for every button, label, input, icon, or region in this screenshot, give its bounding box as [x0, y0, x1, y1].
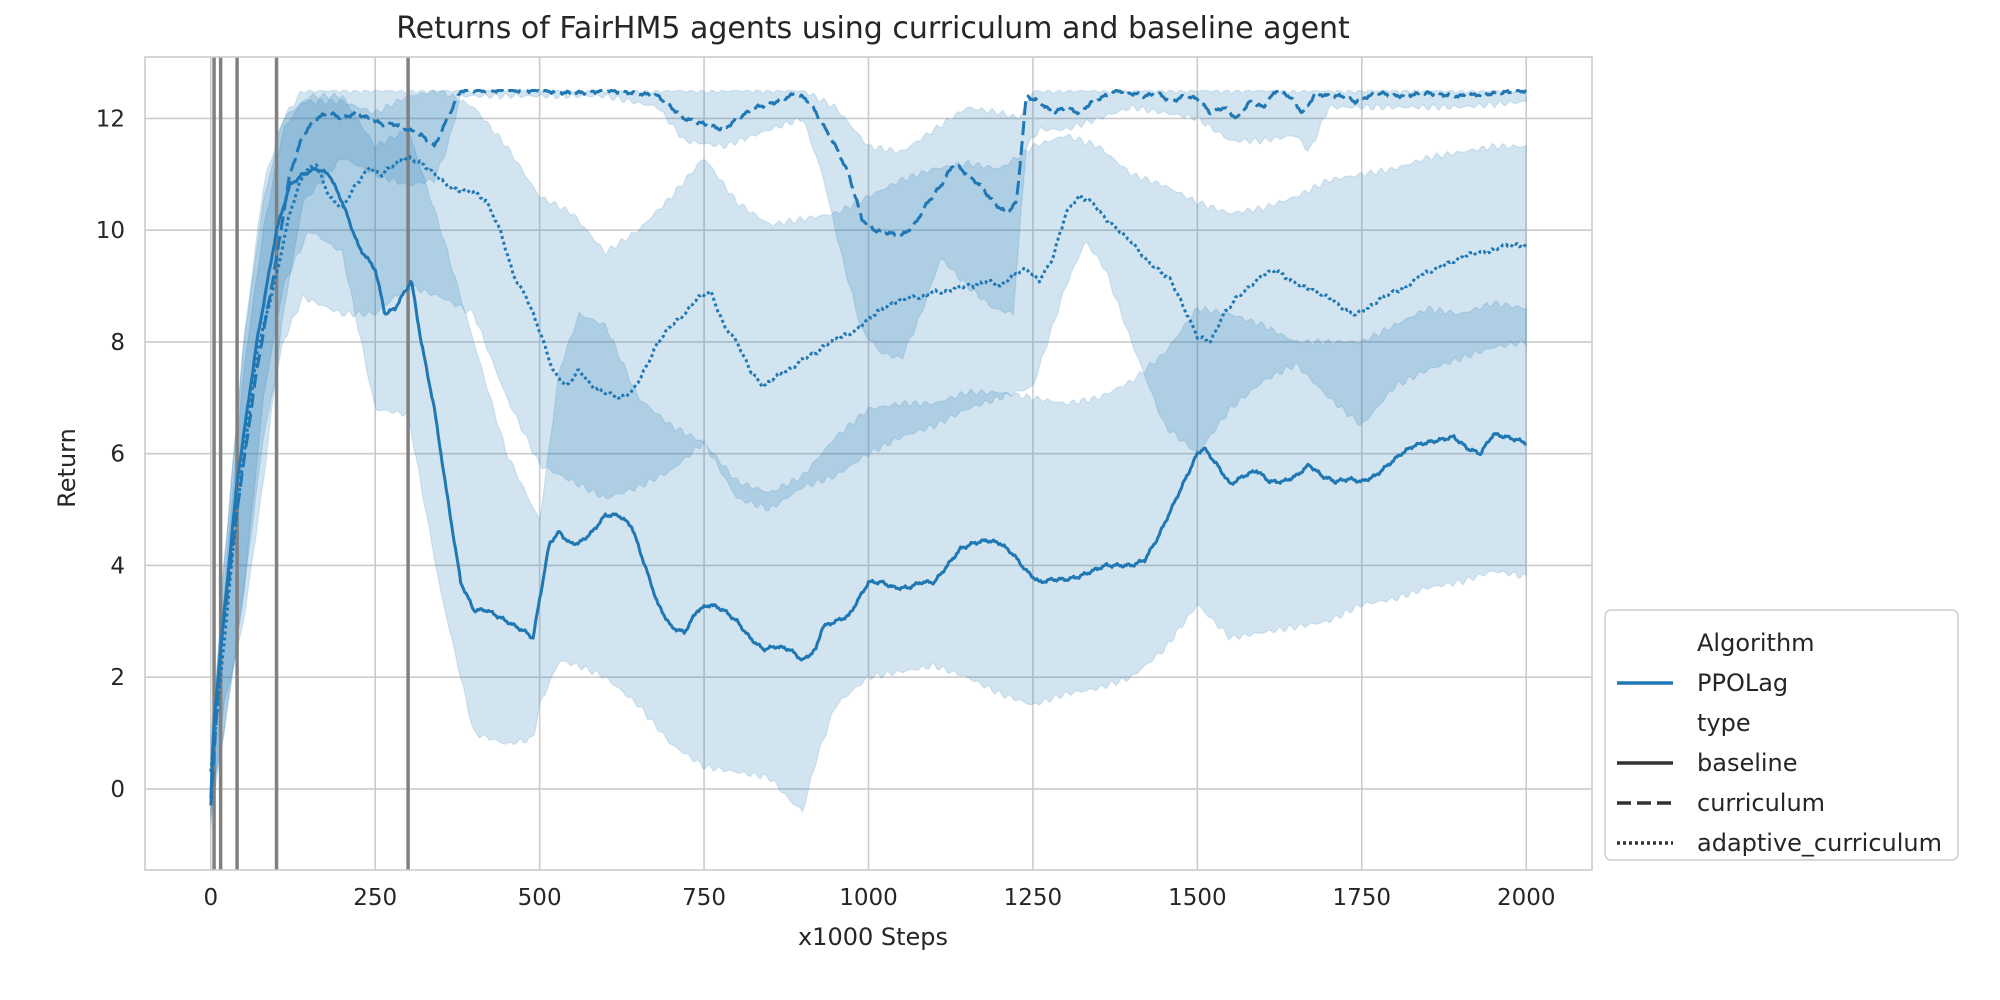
x-tick-label: 0 — [203, 885, 218, 911]
y-tick-label: 0 — [110, 777, 125, 803]
x-tick-label: 500 — [518, 885, 562, 911]
y-axis-label: Return — [53, 428, 81, 508]
confidence-bands — [210, 89, 1527, 826]
x-tick-label: 750 — [682, 885, 726, 911]
x-tick-label: 1500 — [1168, 885, 1227, 911]
legend-title: type — [1697, 709, 1751, 737]
y-tick-label: 12 — [96, 106, 125, 132]
legend-entry-label: baseline — [1697, 749, 1798, 777]
band-baseline — [210, 91, 1527, 818]
legend-box — [1604, 609, 1959, 861]
y-tick-label: 8 — [110, 330, 125, 356]
line-adaptive_curriculum — [209, 154, 1528, 772]
band-curriculum — [210, 89, 1527, 826]
x-axis-label: x1000 Steps — [798, 923, 948, 951]
x-tick-label: 1000 — [839, 885, 898, 911]
x-tick-label: 250 — [353, 885, 397, 911]
x-tick-label: 2000 — [1497, 885, 1556, 911]
y-tick-label: 6 — [110, 442, 125, 468]
x-tick-label: 1750 — [1333, 885, 1392, 911]
legend-entry-label: PPOLag — [1697, 669, 1788, 697]
y-tick-label: 10 — [96, 218, 125, 244]
band-adaptive_curriculum — [210, 89, 1527, 801]
plot-frame — [144, 56, 1593, 871]
legend: Algorithm PPOLag type baseline curriculum ada… — [1604, 609, 1959, 861]
legend-title: Algorithm — [1697, 629, 1815, 657]
x-tick-label: 1250 — [1004, 885, 1063, 911]
legend-entry-label: curriculum — [1697, 789, 1825, 817]
chart-title: Returns of FairHM5 agents using curricul… — [396, 11, 1350, 46]
y-tick-label: 4 — [110, 553, 125, 579]
y-tick-label: 2 — [110, 665, 125, 691]
line-baseline — [209, 166, 1527, 799]
series-lines — [209, 89, 1528, 806]
tick-labels: 0 250 500 750 1000 1250 1500 1750 2000 0 2 4 6 8 10 12 — [96, 106, 1556, 911]
grid — [145, 57, 1592, 870]
legend-entry-label: adaptive_curriculum — [1697, 829, 1942, 857]
